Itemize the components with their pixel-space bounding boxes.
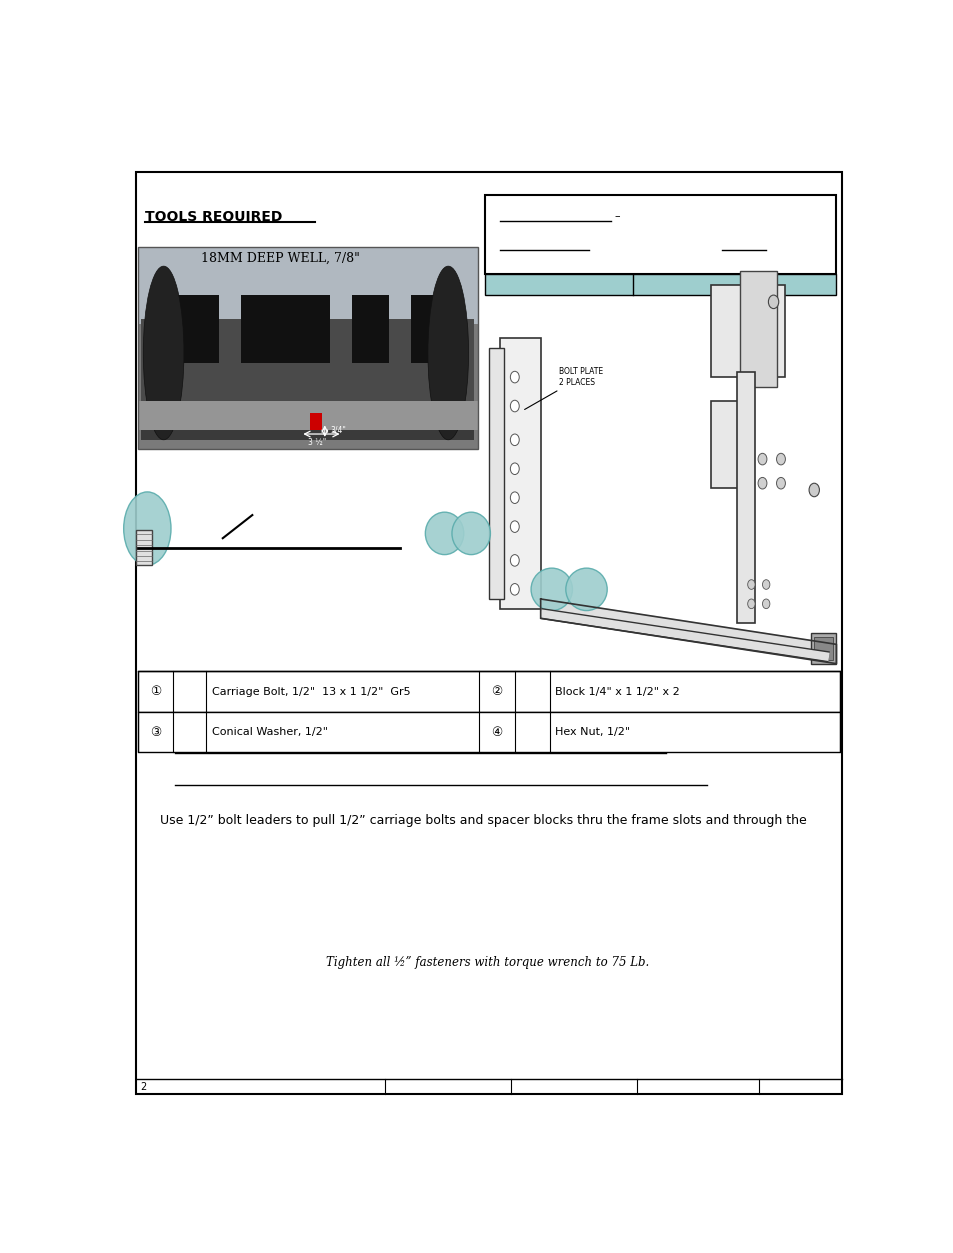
Text: ②: ② xyxy=(491,685,502,698)
Circle shape xyxy=(510,462,518,475)
Bar xyxy=(241,294,330,362)
Circle shape xyxy=(776,454,784,465)
Circle shape xyxy=(510,400,518,412)
Circle shape xyxy=(510,492,518,504)
Bar xyxy=(167,294,219,362)
Text: Hex Nut, 1/2": Hex Nut, 1/2" xyxy=(555,727,630,737)
Circle shape xyxy=(747,580,755,589)
Text: Tighten all ½” fasteners with torque wrench to 75 Lb.: Tighten all ½” fasteners with torque wre… xyxy=(326,956,649,969)
Circle shape xyxy=(510,371,518,383)
Bar xyxy=(137,247,477,450)
Circle shape xyxy=(510,584,518,595)
Text: TOOLS REQUIRED: TOOLS REQUIRED xyxy=(145,211,282,224)
Bar xyxy=(411,294,444,362)
Text: ④: ④ xyxy=(491,725,502,738)
Text: ③: ③ xyxy=(150,725,161,738)
Circle shape xyxy=(758,477,766,489)
Circle shape xyxy=(808,484,819,496)
Bar xyxy=(710,401,747,487)
Bar xyxy=(137,672,840,712)
Text: BOLT PLATE
2 PLACES: BOLT PLATE 2 PLACES xyxy=(524,367,602,410)
Ellipse shape xyxy=(428,266,468,440)
Circle shape xyxy=(510,555,518,566)
Circle shape xyxy=(761,580,769,589)
Ellipse shape xyxy=(143,266,184,440)
Bar xyxy=(137,712,840,752)
Bar xyxy=(485,194,836,274)
Ellipse shape xyxy=(124,492,171,565)
Bar xyxy=(135,530,152,565)
Circle shape xyxy=(761,599,769,609)
Text: 3/4": 3/4" xyxy=(330,426,346,435)
Bar xyxy=(137,247,477,323)
Text: 18MM DEEP WELL, 7/8": 18MM DEEP WELL, 7/8" xyxy=(200,252,359,264)
Bar xyxy=(736,372,755,623)
Bar xyxy=(810,633,836,664)
Circle shape xyxy=(767,294,778,308)
Ellipse shape xyxy=(425,512,463,555)
Circle shape xyxy=(510,434,518,446)
Bar xyxy=(141,318,474,430)
Bar xyxy=(137,247,477,450)
Bar xyxy=(310,412,321,430)
Text: Use 1/2” bolt leaders to pull 1/2” carriage bolts and spacer blocks thru the fra: Use 1/2” bolt leaders to pull 1/2” carri… xyxy=(160,814,806,827)
Bar xyxy=(740,271,777,387)
Text: 3 ½": 3 ½" xyxy=(308,439,326,447)
Bar xyxy=(485,274,836,294)
Circle shape xyxy=(510,521,518,533)
Text: Carriage Bolt, 1/2"  13 x 1 1/2"  Gr5: Carriage Bolt, 1/2" 13 x 1 1/2" Gr5 xyxy=(213,687,411,697)
Bar xyxy=(710,286,783,377)
Polygon shape xyxy=(540,599,836,664)
Text: Conical Washer, 1/2": Conical Washer, 1/2" xyxy=(213,727,328,737)
Ellipse shape xyxy=(452,512,490,555)
Bar xyxy=(137,401,477,430)
Bar xyxy=(488,348,503,599)
Circle shape xyxy=(758,454,766,465)
Bar xyxy=(813,637,832,660)
Bar xyxy=(352,294,389,362)
Text: Block 1/4" x 1 1/2" x 2: Block 1/4" x 1 1/2" x 2 xyxy=(555,687,679,697)
Bar xyxy=(499,338,540,609)
Text: ①: ① xyxy=(150,685,161,698)
Text: 2: 2 xyxy=(140,1083,146,1093)
Circle shape xyxy=(747,599,755,609)
Text: –: – xyxy=(614,212,619,221)
Ellipse shape xyxy=(531,568,572,610)
Bar xyxy=(141,416,474,440)
Circle shape xyxy=(776,477,784,489)
Ellipse shape xyxy=(565,568,607,610)
